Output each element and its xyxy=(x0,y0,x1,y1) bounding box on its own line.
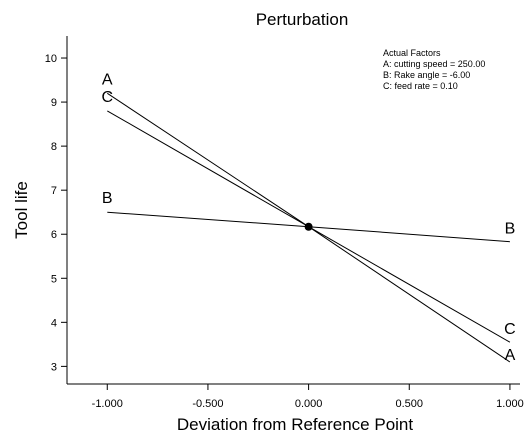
chart-title: Perturbation xyxy=(256,10,349,29)
series-label-c-left: C xyxy=(101,89,113,106)
annotation-line-a: A: cutting speed = 250.00 xyxy=(383,59,485,69)
reference-point-marker xyxy=(304,222,313,231)
y-tick-label: 9 xyxy=(51,97,57,109)
annotation-line-c: C: feed rate = 0.10 xyxy=(383,81,458,91)
x-tick-label: 0.000 xyxy=(295,398,323,410)
x-axis-label: Deviation from Reference Point xyxy=(177,415,414,434)
annotation-line-b: B: Rake angle = -6.00 xyxy=(383,70,470,80)
y-tick-label: 4 xyxy=(51,317,57,329)
plot-frame xyxy=(66,36,520,385)
x-tick-label: -1.000 xyxy=(92,398,123,410)
series-label-c-right: C xyxy=(504,321,516,338)
y-tick-label: 6 xyxy=(51,229,57,241)
y-tick-label: 7 xyxy=(51,185,57,197)
reference-point-group xyxy=(304,222,313,231)
series-label-b-right: B xyxy=(505,221,516,238)
actual-factors-annotation: Actual Factors A: cutting speed = 250.00… xyxy=(383,48,485,91)
x-tick-label: -0.500 xyxy=(192,398,223,410)
y-axis-ticks: 3 4 5 6 7 8 9 10 xyxy=(45,53,67,373)
x-tick-label: 0.500 xyxy=(396,398,424,410)
series-label-a-right: A xyxy=(505,347,516,364)
y-tick-label: 5 xyxy=(51,273,57,285)
series-labels: A A B B C C xyxy=(101,71,515,364)
y-axis-label: Tool life xyxy=(12,181,31,239)
x-tick-label: 1.000 xyxy=(496,398,524,410)
y-tick-label: 3 xyxy=(51,361,57,373)
series-label-b-left: B xyxy=(102,190,113,207)
x-axis-ticks: -1.000 -0.500 0.000 0.500 1.000 xyxy=(92,384,524,410)
annotation-heading: Actual Factors xyxy=(383,48,441,58)
y-tick-label: 10 xyxy=(45,53,57,65)
y-tick-label: 8 xyxy=(51,141,57,153)
series-label-a-left: A xyxy=(102,71,113,88)
